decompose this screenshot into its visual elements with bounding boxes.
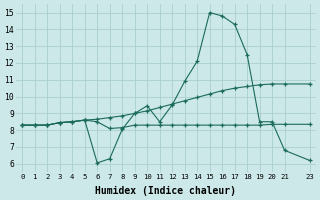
X-axis label: Humidex (Indice chaleur): Humidex (Indice chaleur) bbox=[95, 186, 236, 196]
